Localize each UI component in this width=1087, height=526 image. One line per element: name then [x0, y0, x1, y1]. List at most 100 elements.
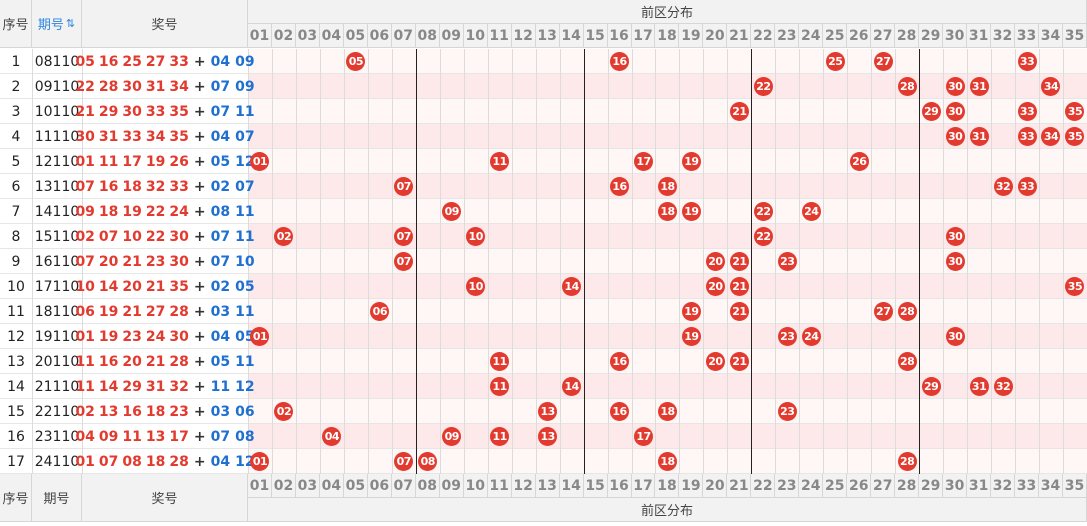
plus-sign: + [193, 278, 206, 295]
col-line [511, 49, 513, 474]
column-number: 18 [655, 24, 680, 48]
back-number: 08 [235, 428, 255, 445]
period-cell: 20110 [34, 353, 80, 370]
front-number: 07 [98, 228, 119, 245]
column-number: 04 [319, 474, 344, 498]
number-ball: 31 [969, 127, 989, 146]
number-ball: 22 [753, 227, 773, 246]
row-line [0, 198, 1087, 199]
number-ball: 16 [610, 352, 630, 371]
back-number: 03 [210, 403, 231, 420]
front-number: 28 [169, 303, 189, 320]
number-ball: 10 [466, 227, 486, 246]
front-number: 26 [169, 153, 189, 170]
column-number: 35 [1062, 474, 1087, 498]
front-number: 17 [169, 428, 189, 445]
seq-cell: 10 [7, 278, 25, 295]
number-ball: 14 [562, 277, 582, 296]
number-ball: 20 [705, 277, 725, 296]
front-number: 33 [122, 128, 142, 145]
period-header[interactable]: 期号 ⇅ [32, 0, 82, 48]
seq-cell: 3 [11, 103, 21, 120]
col-line [679, 49, 681, 474]
col-line [799, 49, 801, 474]
col-line [32, 49, 33, 474]
numbers-cell: 04 09 11 13 17 +07 08 [75, 424, 254, 449]
column-number: 13 [535, 24, 560, 48]
seq-cell: 6 [11, 178, 21, 195]
front-number: 01 [75, 153, 95, 170]
col-line [823, 49, 825, 474]
column-number: 05 [343, 24, 368, 48]
column-number: 33 [1015, 474, 1039, 498]
column-number: 19 [679, 474, 704, 498]
number-ball: 02 [274, 402, 294, 421]
seq-cell: 13 [7, 353, 25, 370]
number-ball: 33 [1017, 102, 1037, 121]
column-number: 03 [295, 24, 320, 48]
front-number: 23 [122, 328, 142, 345]
seq-cell: 1 [11, 53, 21, 70]
front-number: 20 [122, 278, 142, 295]
col-line [391, 49, 393, 474]
number-ball: 17 [634, 152, 653, 171]
sort-icon[interactable]: ⇅ [65, 17, 76, 30]
column-number: 07 [391, 24, 416, 48]
front-number: 11 [75, 353, 95, 370]
plus-sign: + [193, 53, 206, 70]
plus-sign: + [193, 403, 206, 420]
number-ball: 01 [250, 327, 270, 346]
back-number: 11 [235, 203, 255, 220]
numbers-cell: 30 31 33 34 35 +04 07 [75, 124, 254, 149]
col-line [343, 49, 345, 474]
front-number: 09 [75, 203, 95, 220]
column-number: 18 [655, 474, 680, 498]
col-line [1062, 49, 1064, 474]
number-ball: 21 [729, 252, 749, 271]
front-number: 14 [98, 278, 119, 295]
period-cell: 11110 [34, 128, 80, 145]
col-line [367, 49, 369, 474]
number-ball: 33 [1017, 177, 1037, 196]
front-number: 02 [75, 403, 95, 420]
row-bg [248, 274, 1087, 299]
column-number: 17 [631, 474, 656, 498]
numbers-cell: 01 07 08 18 28 +04 12 [75, 449, 254, 474]
front-number: 11 [122, 428, 142, 445]
front-number: 30 [122, 78, 142, 95]
period-cell: 08110 [34, 53, 80, 70]
period-cell: 17110 [34, 278, 80, 295]
number-ball: 28 [897, 352, 917, 371]
back-number: 05 [210, 153, 231, 170]
front-number: 19 [145, 153, 166, 170]
back-number: 07 [235, 128, 255, 145]
period-cell: 13110 [34, 178, 80, 195]
column-number: 28 [895, 474, 920, 498]
col-line [271, 49, 273, 474]
front-number: 08 [122, 453, 142, 470]
seq-cell: 11 [7, 303, 25, 320]
front-number: 10 [75, 278, 95, 295]
number-ball: 26 [849, 152, 869, 171]
plus-sign: + [193, 428, 206, 445]
front-number: 33 [169, 178, 189, 195]
col-line [967, 49, 969, 474]
col-line [295, 49, 297, 474]
column-number: 16 [607, 474, 632, 498]
plus-sign: + [193, 378, 206, 395]
number-ball: 28 [897, 452, 917, 471]
column-number: 20 [703, 474, 728, 498]
plus-sign: + [193, 178, 206, 195]
front-number: 27 [145, 303, 166, 320]
col-line [727, 49, 729, 474]
row-bg [248, 349, 1087, 374]
number-ball: 34 [1041, 127, 1061, 146]
column-number: 28 [895, 24, 920, 48]
front-number: 16 [98, 178, 119, 195]
front-number: 30 [122, 103, 142, 120]
column-number: 08 [415, 474, 440, 498]
number-ball: 29 [921, 377, 941, 396]
number-ball: 16 [610, 402, 630, 421]
column-number: 06 [367, 474, 392, 498]
number-ball: 30 [945, 327, 965, 346]
